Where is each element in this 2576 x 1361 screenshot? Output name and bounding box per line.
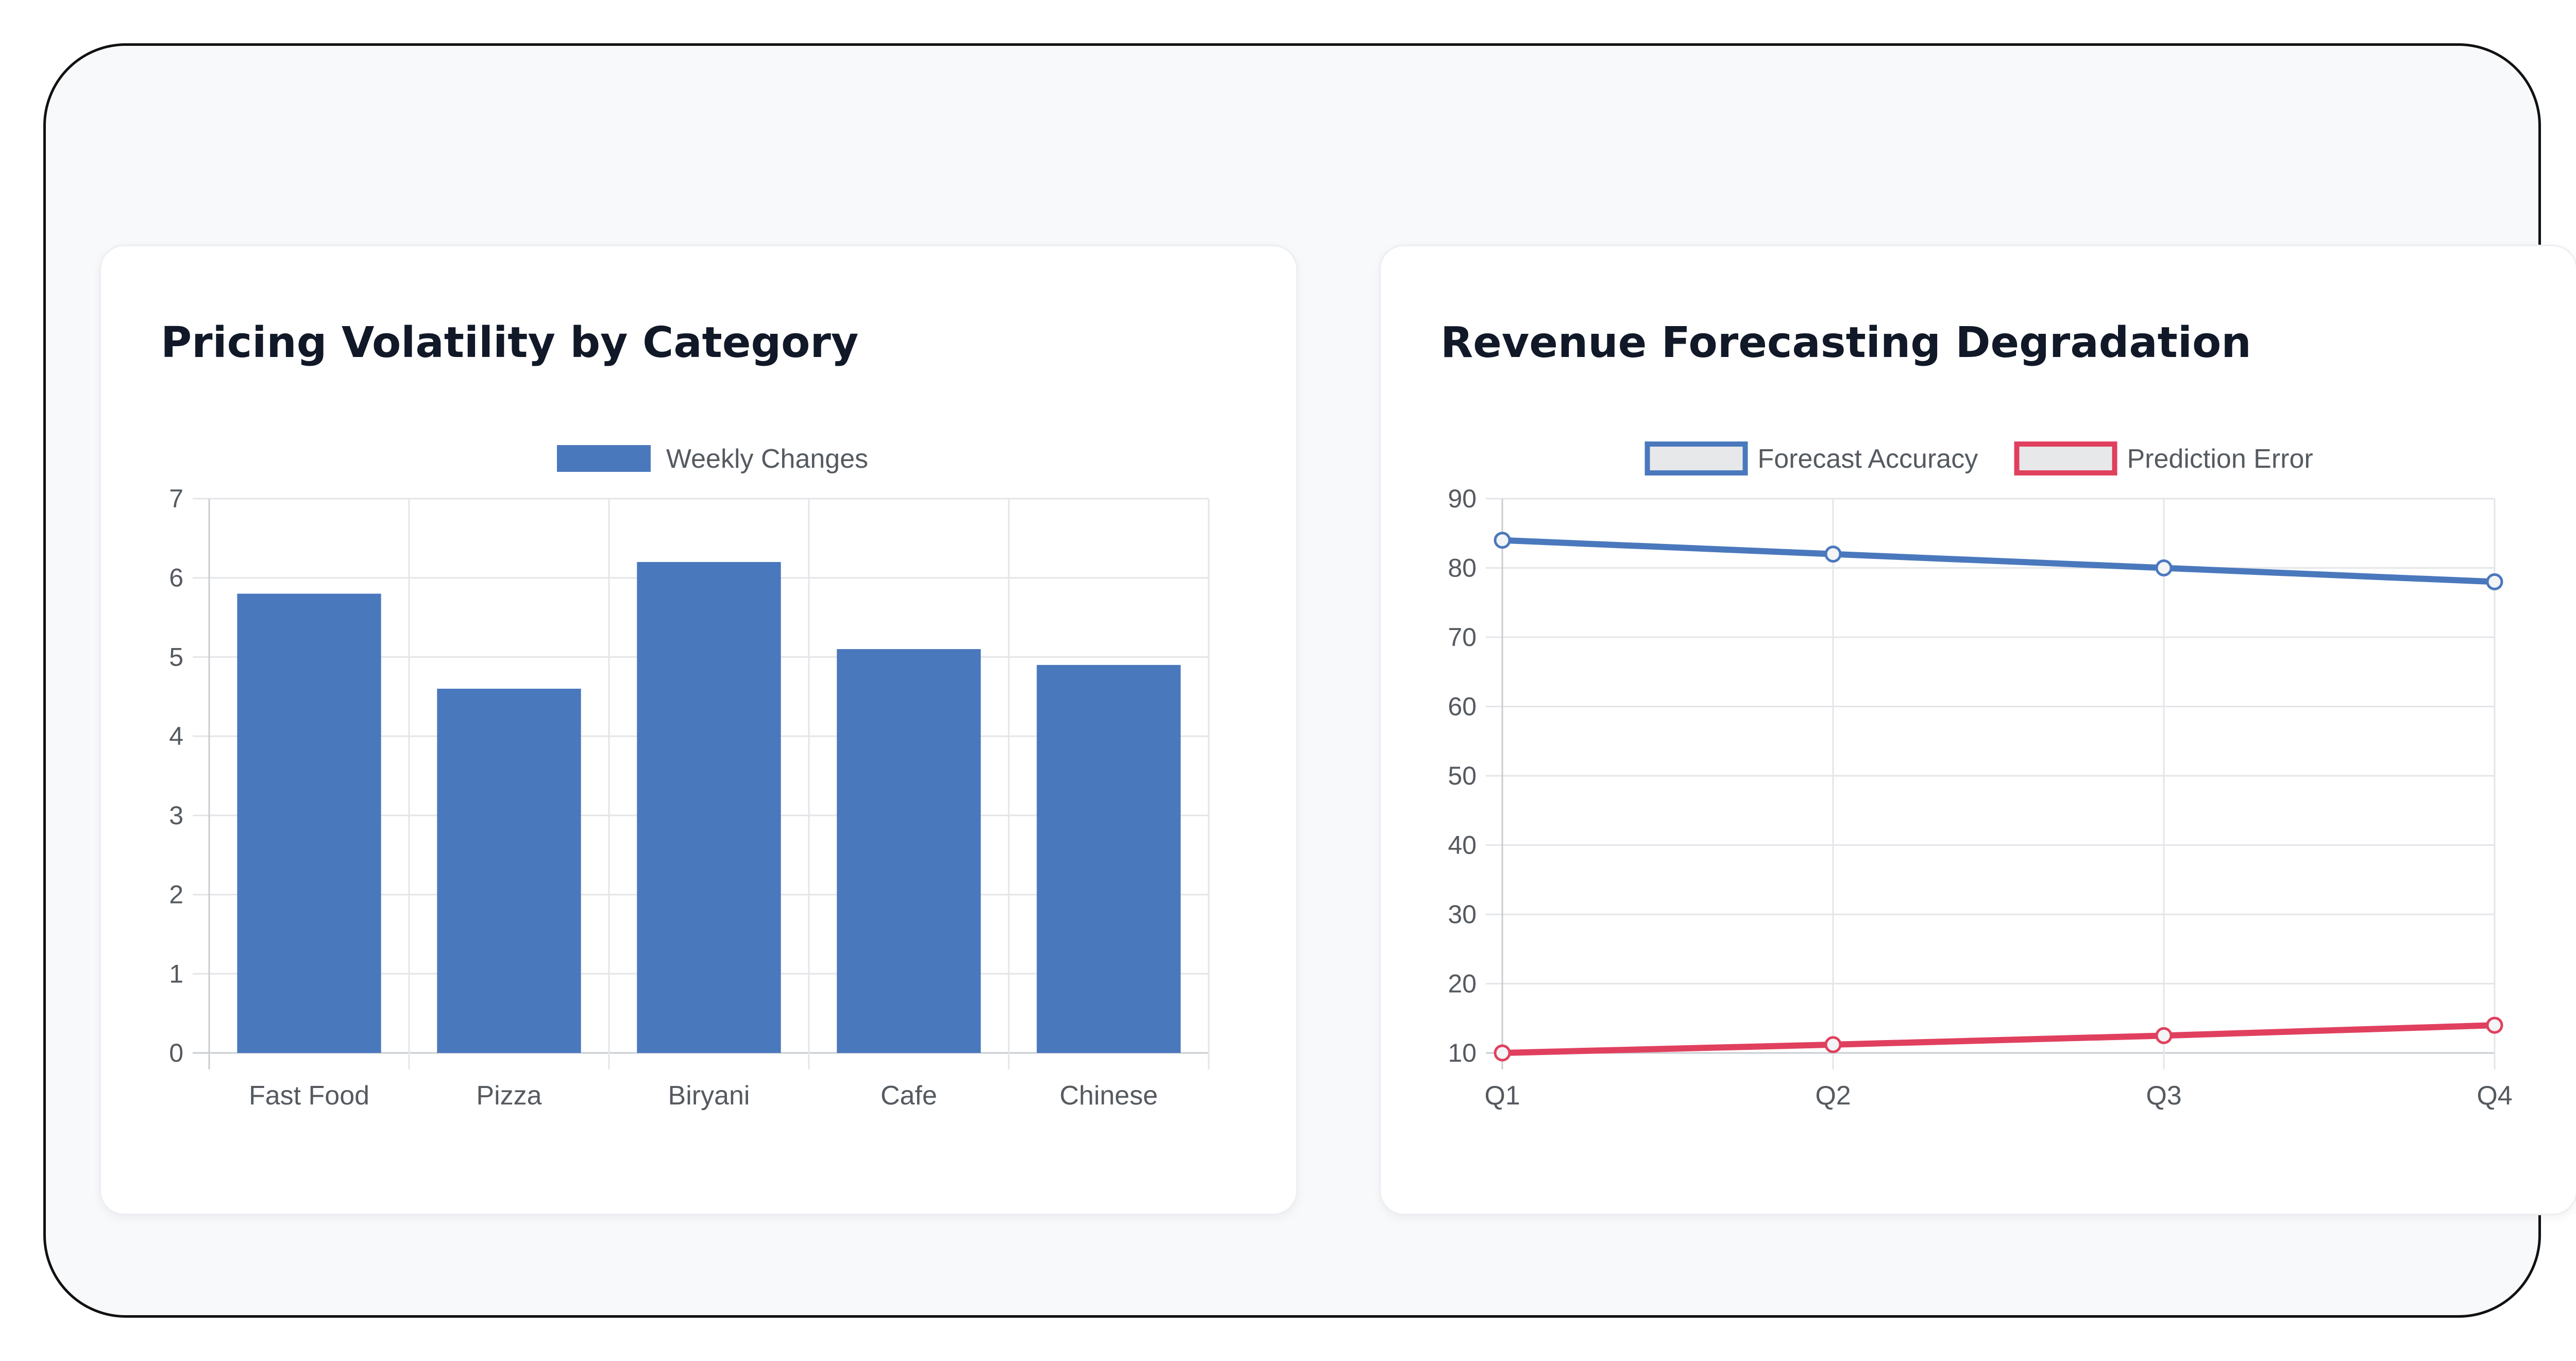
y-tick-label: 30 xyxy=(1448,900,1477,929)
x-tick-label: Pizza xyxy=(476,1081,541,1111)
y-tick-label: 50 xyxy=(1448,761,1477,790)
legend-swatch xyxy=(557,445,651,472)
data-point xyxy=(1494,532,1511,549)
legend-label: Weekly Changes xyxy=(666,444,868,474)
legend-swatch xyxy=(2014,441,2117,475)
y-tick-label: 7 xyxy=(169,484,183,513)
line-chart: 10 20 30 40 50 60 70 80 90 Q1 Q2 Q3 Q4 Forecast Accur… xyxy=(1448,441,2513,1111)
data-point xyxy=(2486,1016,2503,1034)
bar-chart: 0 1 2 3 4 5 6 7 Fast Food Pizza Biryani Cafe Chinese… xyxy=(169,444,1210,1111)
legend-label: Forecast Accuracy xyxy=(1758,444,1978,474)
bar xyxy=(637,562,781,1053)
y-tick-label: 40 xyxy=(1448,831,1477,860)
bar xyxy=(237,593,381,1053)
series-line xyxy=(1499,537,2498,585)
line-chart-title: Revenue Forecasting Degradation xyxy=(1440,318,2251,367)
data-point xyxy=(1824,1036,1842,1053)
y-tick-label: 5 xyxy=(169,642,183,671)
data-point xyxy=(2155,1027,2173,1044)
data-point xyxy=(1824,546,1842,563)
x-tick-label: Q4 xyxy=(2477,1081,2512,1111)
y-tick-label: 6 xyxy=(169,564,183,592)
y-tick-label: 90 xyxy=(1448,484,1477,513)
y-tick-label: 1 xyxy=(169,959,183,988)
y-tick-label: 2 xyxy=(169,880,183,909)
x-tick-label: Fast Food xyxy=(249,1081,369,1111)
x-tick-label: Biryani xyxy=(668,1081,750,1111)
x-tick-label: Q2 xyxy=(1815,1081,1851,1111)
bar-chart-card: Pricing Volatility by Category 0 1 2 3 4 5 6 7 F… xyxy=(99,245,1298,1215)
bar xyxy=(837,649,981,1053)
y-tick-label: 3 xyxy=(169,801,183,830)
legend-swatch xyxy=(1645,441,1748,475)
bar xyxy=(1037,665,1181,1053)
screen-frame: Pricing Volatility by Category 0 1 2 3 4 5 6 7 F… xyxy=(43,43,2576,1318)
series-line xyxy=(1499,1022,2498,1056)
y-tick-label: 80 xyxy=(1448,554,1477,583)
x-tick-label: Cafe xyxy=(880,1081,937,1111)
x-tick-label: Chinese xyxy=(1060,1081,1158,1111)
data-point xyxy=(2486,573,2503,590)
y-tick-label: 0 xyxy=(169,1039,183,1067)
x-tick-label: Q3 xyxy=(2146,1081,2181,1111)
x-tick-label: Q1 xyxy=(1484,1081,1520,1111)
legend-label: Prediction Error xyxy=(2127,444,2313,474)
data-point xyxy=(1494,1044,1511,1062)
bar-chart-title: Pricing Volatility by Category xyxy=(161,318,859,367)
y-tick-label: 60 xyxy=(1448,692,1477,721)
bar xyxy=(437,688,581,1053)
data-point xyxy=(2155,559,2173,576)
y-tick-label: 70 xyxy=(1448,623,1477,652)
y-tick-label: 4 xyxy=(169,722,183,751)
y-tick-label: 10 xyxy=(1448,1039,1477,1067)
y-tick-label: 20 xyxy=(1448,969,1477,998)
line-chart-card: Revenue Forecasting Degradation 10 20 30 40… xyxy=(1379,245,2576,1215)
